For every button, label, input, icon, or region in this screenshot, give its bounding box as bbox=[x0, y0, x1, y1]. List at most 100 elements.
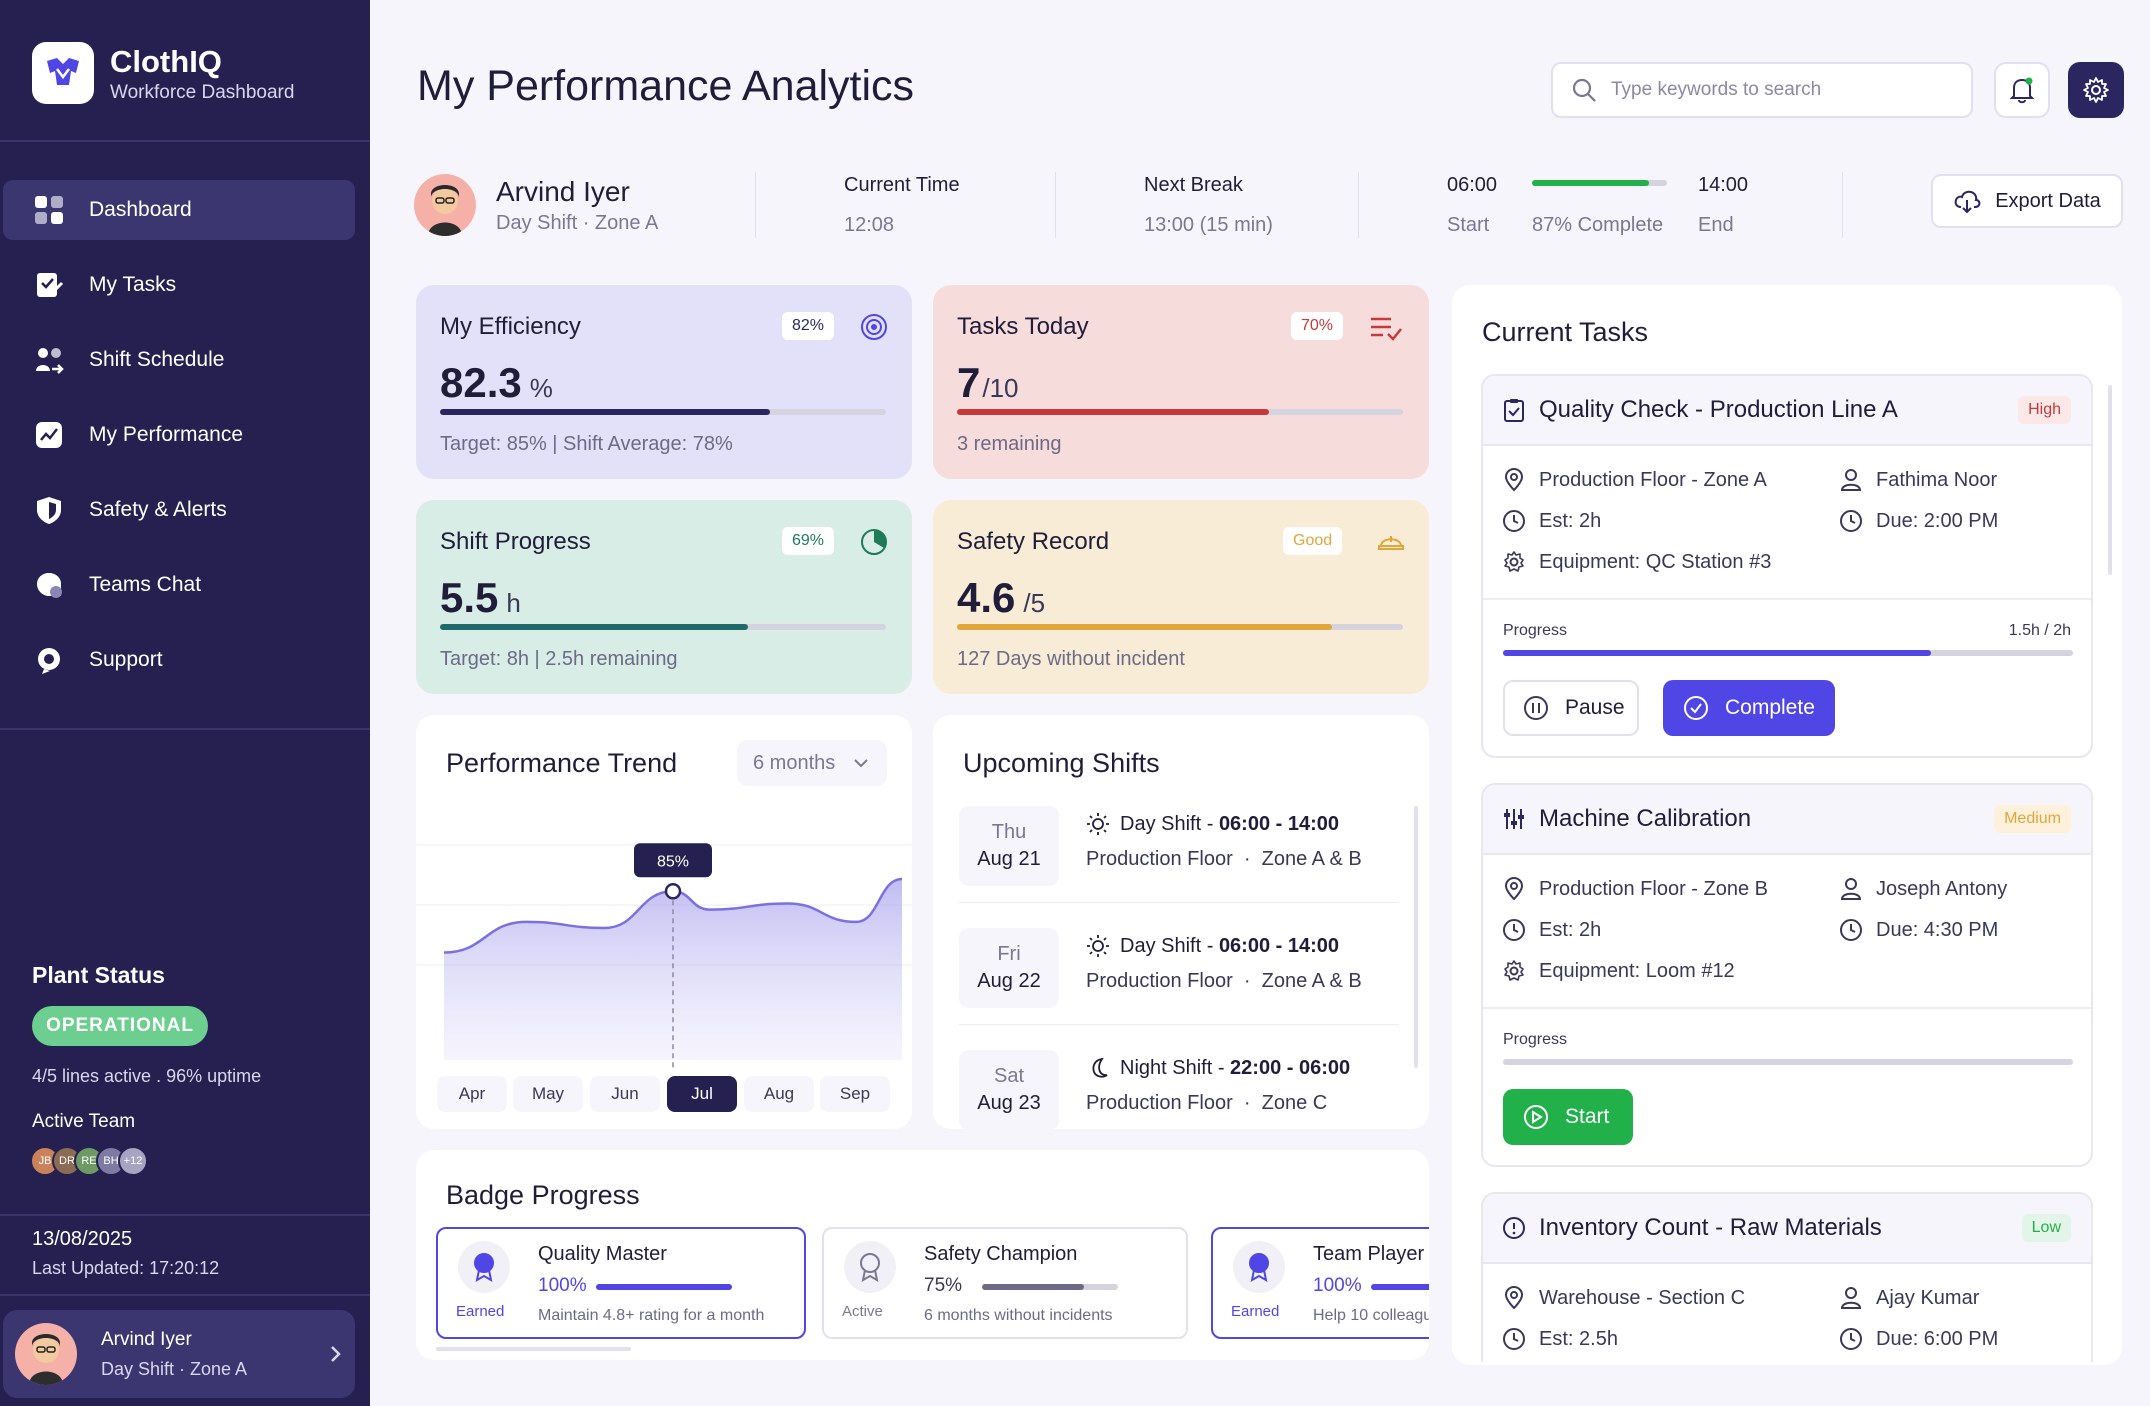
badge-description: 6 months without incidents bbox=[924, 1307, 1113, 1324]
location-pin-icon bbox=[1504, 877, 1524, 901]
nav-my-performance[interactable]: My Performance bbox=[3, 405, 355, 465]
pause-icon bbox=[1524, 696, 1548, 720]
sidebar: ClothIQ Workforce Dashboard Dashboard My… bbox=[0, 0, 370, 1406]
search-box[interactable] bbox=[1551, 62, 1973, 118]
trend-chart[interactable]: 85% bbox=[416, 810, 912, 1070]
clock-icon bbox=[1503, 919, 1525, 941]
complete-button[interactable]: Complete bbox=[1663, 680, 1835, 736]
trend-area bbox=[444, 879, 902, 1060]
gear-icon bbox=[1504, 960, 1524, 981]
task-card[interactable]: Quality Check - Production Line A High P… bbox=[1481, 374, 2093, 758]
badge-state: Active bbox=[842, 1303, 883, 1320]
schedule-icon bbox=[33, 344, 65, 376]
card-title: Safety Record bbox=[957, 528, 1110, 555]
card-pill: 82% bbox=[782, 312, 835, 340]
badges-title: Badge Progress bbox=[446, 1180, 640, 1210]
task-header: Machine Calibration Medium bbox=[1483, 785, 2091, 855]
tasks-today-card[interactable]: Tasks Today 70% 7/10 3 remaining bbox=[933, 285, 1429, 479]
card-value: 7 bbox=[957, 359, 981, 406]
export-data-button[interactable]: Export Data bbox=[1931, 174, 2123, 228]
task-equipment: Equipment: QC Station #3 bbox=[1503, 550, 1771, 574]
shift-name: Day Shift bbox=[1120, 812, 1202, 835]
task-title: Quality Check - Production Line A bbox=[1539, 396, 1898, 423]
badge-card[interactable]: Active Safety Champion 75% 6 months without… bbox=[822, 1227, 1188, 1339]
shift-progress-fill bbox=[1532, 180, 1650, 186]
badge-percent: 100% bbox=[1313, 1275, 1362, 1296]
task-estimate: Est: 2.5h bbox=[1503, 1327, 1618, 1351]
profile-name: Arvind Iyer bbox=[496, 176, 630, 207]
task-header: Quality Check - Production Line A High bbox=[1483, 376, 2091, 446]
moon-icon bbox=[1092, 1057, 1108, 1078]
status-badge: OPERATIONAL bbox=[32, 1006, 208, 1046]
month-sep[interactable]: Sep bbox=[820, 1076, 890, 1112]
card-footer: Target: 8h | 2.5h remaining bbox=[440, 648, 678, 670]
card-value: 5.5 bbox=[440, 574, 499, 621]
app-logo[interactable] bbox=[32, 42, 94, 104]
badge-card[interactable]: Earned Quality Master 100% Maintain 4.8+ ra… bbox=[436, 1227, 806, 1339]
search-input[interactable] bbox=[1611, 79, 1931, 101]
month-jun[interactable]: Jun bbox=[590, 1076, 660, 1112]
card-title: Tasks Today bbox=[957, 313, 1089, 340]
tasks-scrollbar[interactable] bbox=[2108, 385, 2112, 575]
settings-button[interactable] bbox=[2068, 62, 2124, 118]
nav-shift-schedule[interactable]: Shift Schedule bbox=[3, 330, 355, 390]
month-jul[interactable]: Jul bbox=[667, 1076, 737, 1112]
equipment-text: Equipment: Loom #12 bbox=[1539, 959, 1735, 982]
task-due: Due: 4:30 PM bbox=[1840, 918, 1998, 942]
divider bbox=[959, 902, 1399, 903]
trend-title: Performance Trend bbox=[446, 748, 678, 778]
bell-icon bbox=[2009, 77, 2035, 104]
task-card[interactable]: Inventory Count - Raw Materials Low Ware… bbox=[1481, 1192, 2093, 1362]
task-estimate: Est: 2h bbox=[1503, 918, 1601, 942]
clock-icon bbox=[1840, 510, 1862, 532]
task-assignee: Fathima Noor bbox=[1840, 468, 1997, 492]
chevron-right-icon bbox=[331, 1346, 341, 1362]
nav-my-tasks[interactable]: My Tasks bbox=[3, 255, 355, 315]
nav-label: My Tasks bbox=[89, 273, 177, 296]
shifts-title: Upcoming Shifts bbox=[963, 748, 1160, 778]
shift-date: Sat Aug 23 bbox=[959, 1050, 1059, 1130]
nav-label: Support bbox=[89, 648, 163, 671]
card-footer: 3 remaining bbox=[957, 433, 1062, 455]
start-button[interactable]: Start bbox=[1503, 1089, 1633, 1145]
nav-safety-alerts[interactable]: Safety & Alerts bbox=[3, 480, 355, 540]
current-time: 12:08 bbox=[844, 214, 895, 236]
shift-time: 06:00 - 14:00 bbox=[1218, 812, 1340, 835]
notifications-button[interactable] bbox=[1994, 62, 2050, 118]
nav-dashboard[interactable]: Dashboard bbox=[3, 180, 355, 240]
safety-record-card[interactable]: Safety Record Good 4.6/5 127 Days withou… bbox=[933, 500, 1429, 694]
shifts-scrollbar[interactable] bbox=[1414, 806, 1418, 1068]
team-avatars[interactable]: JB DR RE BH +12 bbox=[30, 1146, 148, 1176]
badge-card[interactable]: Earned Team Player 100% Help 10 colleagues bbox=[1211, 1227, 1429, 1339]
uptime: 96% uptime bbox=[166, 1066, 262, 1086]
month-may[interactable]: May bbox=[513, 1076, 583, 1112]
efficiency-card[interactable]: My Efficiency 82% 82.3% Target: 85% | Sh… bbox=[416, 285, 912, 479]
range-dropdown[interactable]: 6 months bbox=[737, 740, 887, 786]
shift-name-time: Day Shift - 06:00 - 14:00 bbox=[1086, 934, 1339, 958]
shift-time: 06:00 - 14:00 bbox=[1218, 934, 1340, 957]
badge-state: Earned bbox=[456, 1303, 505, 1320]
month-apr[interactable]: Apr bbox=[437, 1076, 507, 1112]
month-aug[interactable]: Aug bbox=[744, 1076, 814, 1112]
estimate-text: Est: 2h bbox=[1539, 918, 1602, 941]
nav-teams-chat[interactable]: Teams Chat bbox=[3, 555, 355, 615]
shift-hours-progress bbox=[440, 624, 886, 630]
task-title: Inventory Count - Raw Materials bbox=[1539, 1214, 1882, 1241]
badge-description: Help 10 colleagues bbox=[1313, 1307, 1429, 1324]
shift-progress-card[interactable]: Shift Progress 69% 5.5 h Target: 8h | 2.5… bbox=[416, 500, 912, 694]
shift-end-label: End bbox=[1698, 214, 1734, 236]
progress-fill bbox=[1503, 650, 1931, 656]
user-card[interactable]: Arvind Iyer Day Shift · Zone A bbox=[3, 1310, 355, 1398]
medal-icon bbox=[458, 1241, 510, 1293]
sun-icon bbox=[1087, 813, 1109, 835]
badges-scrollbar[interactable] bbox=[436, 1347, 631, 1351]
task-card[interactable]: Machine Calibration Medium Production Fl… bbox=[1481, 783, 2093, 1167]
highlight-point[interactable] bbox=[664, 883, 682, 900]
shift-day: Thu bbox=[991, 821, 1027, 843]
shift-date: Thu Aug 21 bbox=[959, 806, 1059, 886]
pause-label: Pause bbox=[1565, 696, 1625, 719]
nav-support[interactable]: Support bbox=[3, 630, 355, 690]
chevron-down-icon bbox=[854, 759, 868, 768]
helmet-icon bbox=[1378, 536, 1404, 550]
pause-button[interactable]: Pause bbox=[1503, 680, 1639, 736]
